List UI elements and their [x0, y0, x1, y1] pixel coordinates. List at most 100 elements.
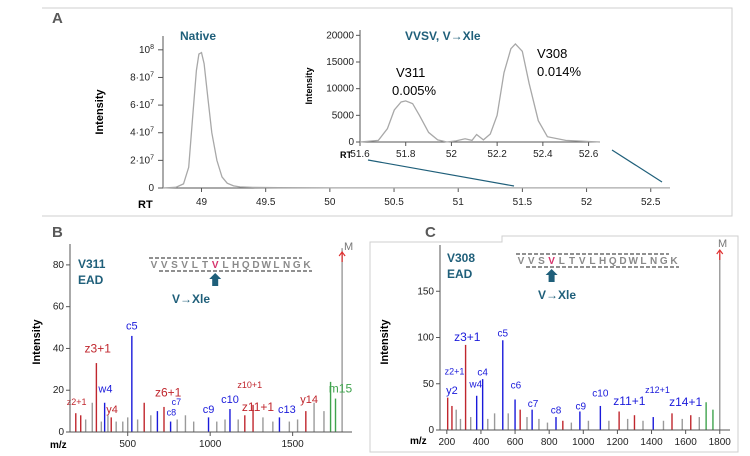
panel-a-inset-xtick-label: 52 — [446, 149, 458, 160]
pc-sequence-residue: N — [650, 256, 657, 267]
pc-ion-label: c8 — [551, 405, 562, 416]
pb-ion-label: c9 — [203, 404, 215, 416]
pb-sequence-residue: Q — [242, 260, 250, 271]
pc-ion-label: z3+1 — [454, 330, 481, 344]
pc-sequence-residue: L — [559, 256, 565, 267]
panel-b-label-1: V311 — [78, 257, 106, 271]
pb-sequence-residue: K — [303, 260, 311, 271]
pc-ytick-label: 150 — [417, 286, 434, 297]
panel-a-xtick-label: 52 — [581, 197, 593, 208]
panel-a-inset-ytick-label: 0 — [348, 137, 354, 148]
pc-ion-label: z14+1 — [669, 395, 702, 409]
panel-c-mutation-label: V→Xle — [538, 288, 576, 302]
pc-ion-label: c5 — [497, 329, 508, 340]
peak-value-v308: 0.014% — [537, 64, 582, 79]
pb-sequence-residue: H — [232, 260, 239, 271]
peak-value-v311: 0.005% — [392, 83, 437, 98]
pb-ion-label: m15 — [329, 381, 353, 395]
pb-sequence-residue: V — [151, 260, 158, 271]
pc-xtick-label: 800 — [541, 437, 558, 448]
pc-sequence-residue: V — [579, 256, 586, 267]
pc-sequence-residue: D — [619, 256, 626, 267]
panel-a-xtick-label: 51.5 — [513, 197, 533, 208]
panel-letter-c: C — [425, 224, 436, 241]
pc-sequence-residue: K — [670, 256, 678, 267]
panel-c-ylabel: Intensity — [379, 319, 391, 365]
pb-ion-label: y4 — [106, 404, 118, 416]
pb-precursor-arrowhead — [338, 251, 346, 257]
panel-b-mutation-label: V→Xle — [172, 292, 210, 306]
panel-a-xtick-label: 51 — [453, 197, 465, 208]
panel-a-inset-xtick-label: 51.6 — [350, 149, 370, 160]
panel-a-xtick-label: 49 — [196, 197, 208, 208]
panel-a-main-plot: Native Intensity RT 0 2·107 4·107 6·107 8·10… — [94, 29, 670, 211]
pb-ion-label: c13 — [278, 404, 296, 416]
pc-ion-label: c7 — [528, 399, 539, 410]
panel-c-xlabel: m/z — [410, 436, 427, 447]
pc-sequence-residue: L — [589, 256, 595, 267]
panel-a-inset-xlabel: RT — [340, 150, 352, 160]
pb-ion-label: w4 — [97, 383, 112, 395]
pc-ion-label: z11+1 — [613, 394, 645, 408]
pb-mutation-arrow — [209, 273, 222, 286]
pc-sequence-residue: V — [518, 256, 525, 267]
pc-sequence-residue: V — [528, 256, 535, 267]
pc-xtick-label: 1600 — [675, 437, 698, 448]
panel-a-inset-xtick-label: 52.4 — [533, 149, 553, 160]
pc-sequence-residue: H — [599, 256, 606, 267]
panel-a-frame — [42, 7, 733, 217]
panel-letter-b: B — [52, 224, 63, 241]
panel-a-inset-trace — [359, 42, 601, 143]
panel-a-ytick-label: 0 — [148, 183, 154, 194]
panel-a-ytick-label: 4·107 — [130, 127, 154, 139]
pb-xtick-label: 1000 — [199, 439, 222, 450]
pb-ion-label: z2+1 — [67, 397, 87, 407]
pc-ion-label: z2+1 — [445, 367, 465, 377]
panel-b-ylabel: Intensity — [31, 319, 43, 365]
panel-b-spectrum: V311 EAD Intensity m/z M z2+1 z3+1 w4 y4 c5 z… — [31, 241, 353, 451]
pc-precursor-arrowhead — [716, 249, 724, 255]
pb-ion-label: c10 — [221, 394, 239, 406]
pc-ion-label: y2 — [446, 385, 458, 397]
pc-sequence-residue: T — [569, 256, 575, 267]
pc-sequence-residue: Q — [609, 256, 617, 267]
pb-sequence-residue: T — [202, 260, 208, 271]
panel-a-inset-xtick-label: 52.6 — [579, 149, 599, 160]
panel-a-xtick-label: 50.5 — [384, 197, 404, 208]
pc-xtick-label: 1400 — [640, 437, 663, 448]
pc-ion-label: z12+1 — [645, 385, 670, 395]
pc-xtick-label: 200 — [438, 437, 455, 448]
pc-ion-label: c6 — [511, 380, 522, 391]
panel-a-inset-title: VVSV, V→Xle — [405, 29, 481, 43]
pc-ytick-label: 100 — [417, 333, 434, 344]
pb-ion-label: z10+1 — [237, 380, 262, 390]
pc-ion-label: c9 — [575, 402, 586, 413]
pb-sequence-residue: V — [212, 260, 219, 271]
pc-ion-label: c4 — [477, 367, 488, 378]
pc-sequence-residue: S — [538, 256, 545, 267]
pc-mutation-arrow — [545, 269, 558, 282]
pb-xtick-label: 1500 — [282, 439, 305, 450]
panel-a-inset-ytick-label: 20000 — [326, 30, 354, 41]
pc-xtick-label: 600 — [507, 437, 524, 448]
panel-a-xtick-label: 49.5 — [256, 197, 276, 208]
zoom-connector-left — [367, 159, 515, 187]
panel-c-precursor-label: M — [718, 238, 727, 250]
pb-ytick-label: 40 — [53, 343, 65, 354]
pb-sequence-residue: L — [273, 260, 279, 271]
panel-a-inset-xtick-label: 52.2 — [487, 149, 507, 160]
panel-b-xlabel: m/z — [50, 440, 67, 451]
panel-a-xtick-label: 50 — [324, 197, 336, 208]
pb-ion-label: c7 — [172, 397, 182, 407]
pb-sequence-residue: V — [181, 260, 188, 271]
pc-ytick-label: 0 — [428, 425, 434, 436]
panel-a-ytick-label: 6·107 — [130, 99, 154, 111]
pc-xtick-label: 1800 — [709, 437, 732, 448]
pc-ytick-label: 50 — [423, 379, 435, 390]
panel-c-frame — [369, 235, 739, 453]
pb-sequence-residue: W — [261, 260, 271, 271]
peak-label-v311: V311 — [396, 65, 425, 80]
panel-a-inset-ytick-label: 15000 — [326, 57, 354, 68]
panel-a-xtick-label: 52.5 — [641, 197, 661, 208]
